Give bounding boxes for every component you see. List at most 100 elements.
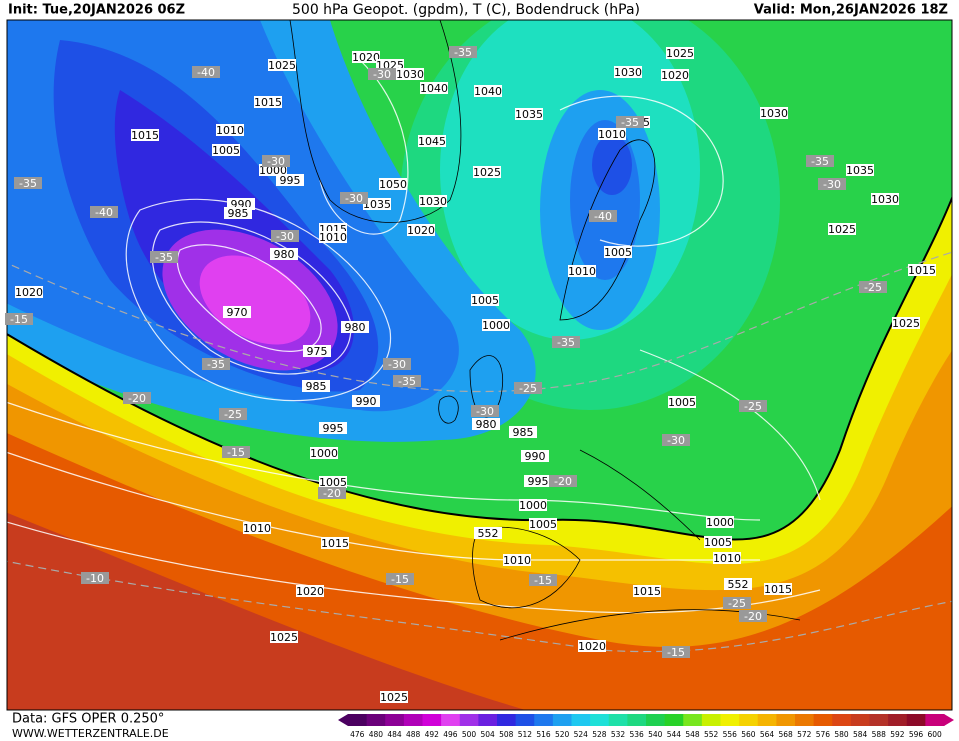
temperature-label: -30 xyxy=(373,68,391,81)
pressure-label-box xyxy=(828,223,856,235)
pressure-label-box xyxy=(270,248,298,260)
pressure-label: 1020 xyxy=(352,51,380,64)
pressure-label-box xyxy=(706,516,734,528)
pressure-label: 970 xyxy=(227,306,248,319)
pressure-label-box xyxy=(352,51,380,63)
site: WWW.WETTERZENTRALE.DE xyxy=(12,727,169,740)
pressure-label-box xyxy=(482,319,510,331)
pressure-label-box xyxy=(303,345,331,357)
pressure-label-box xyxy=(296,585,324,597)
colorbar-label: 572 xyxy=(797,730,812,739)
colorbar-label: 512 xyxy=(518,730,533,739)
colorbar-swatch xyxy=(552,714,572,726)
pressure-label: 1000 xyxy=(259,164,287,177)
temperature-label: -40 xyxy=(95,206,113,219)
pressure-label-box xyxy=(243,522,271,534)
pressure-label-box xyxy=(302,380,330,392)
colorbar-swatch xyxy=(757,714,777,726)
temperature-label: -15 xyxy=(227,446,245,459)
colorbar: 476 480 484 488 492 496 500 504 508 512 516 520 524 5… xyxy=(338,714,954,739)
pressure-label-box xyxy=(224,207,252,219)
colorbar-swatch xyxy=(571,714,591,726)
temperature-label-box xyxy=(262,155,290,167)
colorbar-label: 508 xyxy=(499,730,514,739)
pressure-label-box xyxy=(614,66,642,78)
pressure-label-box xyxy=(764,583,792,595)
temperature-label-box xyxy=(471,405,499,417)
temperature-label: -25 xyxy=(224,408,242,421)
temperature-label-box xyxy=(662,434,690,446)
pressure-label-box xyxy=(254,96,282,108)
field-band xyxy=(7,512,526,710)
temperature-label-box xyxy=(806,155,834,167)
pressure-label: 1020 xyxy=(578,640,606,653)
temperature-label: -35 xyxy=(398,375,416,388)
pressure-label: 1010 xyxy=(568,265,596,278)
temperature-label-box xyxy=(123,392,151,404)
pressure-label-box xyxy=(276,174,304,186)
pressure-label-box xyxy=(509,426,537,438)
temperature-label: -20 xyxy=(554,475,572,488)
pressure-label: 1040 xyxy=(420,82,448,95)
pressure-label-box xyxy=(420,82,448,94)
colorbar-swatch xyxy=(478,714,498,726)
pressure-label: 1015 xyxy=(321,537,349,550)
pressure-label-box xyxy=(363,198,391,210)
colorbar-arrow xyxy=(338,714,348,726)
map-title: 500 hPa Geopot. (gpdm), T (C), Bodendruc… xyxy=(292,2,640,18)
pressure-label: 1025 xyxy=(892,317,920,330)
temperature-label-box xyxy=(386,573,414,585)
colorbar-label: 476 xyxy=(350,730,365,739)
colorbar-label: 552 xyxy=(704,730,719,739)
pressure-label: 985 xyxy=(228,207,249,220)
temperature-label-box xyxy=(14,177,42,189)
colorbar-label: 528 xyxy=(592,730,607,739)
pressure-label-box xyxy=(380,691,408,703)
pressure-label: 1015 xyxy=(131,129,159,142)
valid-time: Valid: Mon,26JAN2026 18Z xyxy=(754,3,948,18)
pressure-label-box xyxy=(319,422,347,434)
pressure-label-box xyxy=(713,552,741,564)
pressure-label-box xyxy=(407,224,435,236)
temperature-label-box xyxy=(723,597,751,609)
temperature-label: -35 xyxy=(811,155,829,168)
pressure-label: 1025 xyxy=(380,691,408,704)
pressure-label-box xyxy=(270,631,298,643)
temperature-label: -20 xyxy=(128,392,146,405)
colorbar-swatch xyxy=(348,714,368,726)
colorbar-swatch xyxy=(608,714,628,726)
pressure-label: 1005 xyxy=(319,476,347,489)
colorbar-swatch xyxy=(813,714,833,726)
colorbar-swatch xyxy=(832,714,852,726)
pressure-label: 1050 xyxy=(379,178,407,191)
pressure-label: 1025 xyxy=(268,59,296,72)
temperature-label: -35 xyxy=(557,336,575,349)
pressure-label: 990 xyxy=(525,450,546,463)
colorbar-swatch xyxy=(701,714,721,726)
pressure-label-box xyxy=(521,450,549,462)
pressure-label: 1005 xyxy=(704,536,732,549)
colorbar-swatch xyxy=(720,714,740,726)
temperature-label: -20 xyxy=(744,610,762,623)
colorbar-label: 516 xyxy=(536,730,551,739)
pressure-label: 985 xyxy=(513,426,534,439)
colorbar-label: 596 xyxy=(909,730,924,739)
pressure-label-box xyxy=(131,129,159,141)
isobar xyxy=(319,59,409,235)
coastline xyxy=(559,139,656,321)
pressure-label-box xyxy=(473,166,501,178)
temperature-label-box xyxy=(368,68,396,80)
pressure-label: 1010 xyxy=(216,124,244,137)
temperature-label: -15 xyxy=(10,313,28,326)
pressure-label: 1015 xyxy=(254,96,282,109)
colorbar-swatch xyxy=(739,714,759,726)
pressure-label: 1030 xyxy=(871,193,899,206)
pressure-label-box xyxy=(529,518,557,530)
colorbar-swatch xyxy=(459,714,479,726)
geopotential-label-box xyxy=(724,578,752,590)
pressure-label-box xyxy=(704,536,732,548)
temperature-label: -25 xyxy=(519,382,537,395)
field-band xyxy=(199,255,311,345)
pressure-label-box xyxy=(310,447,338,459)
